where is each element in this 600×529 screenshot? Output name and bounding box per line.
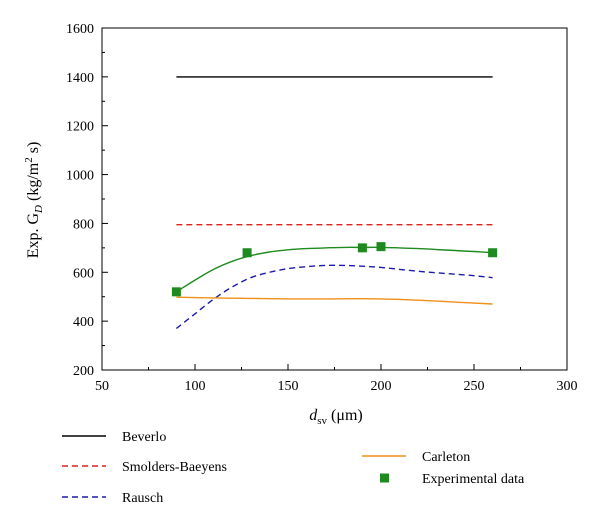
legend-swatch-experimental-data [380,473,389,483]
x-tick-label-200: 200 [371,379,392,394]
legend-label-carleton: Carleton [422,450,470,465]
data-point-experimental-data-4 [488,248,498,258]
series-layer [171,76,498,330]
legend-label-smolders-baeyens: Smolders-Baeyens [122,460,227,475]
data-point-experimental-data-0 [171,287,181,297]
series-line-carleton [176,296,493,305]
y-tick-label-1200: 1200 [66,120,94,135]
x-axis: 50 100 150 200 250 300 [95,364,578,394]
plot-area [101,27,568,371]
legend: Beverlo Smolders-Baeyens Rausch Carleton Exp… [62,430,525,506]
y-tick-label-1600: 1600 [66,22,94,37]
x-tick-label-150: 150 [278,379,299,394]
y-tick-label-800: 800 [73,217,94,232]
x-tick-label-50: 50 [95,379,109,394]
y-axis: 200 400 600 800 1000 1200 1400 1600 [66,22,108,379]
series-line-fit-curve [176,246,493,293]
x-axis-title: dsv (μm) [309,407,362,427]
plot-frame [101,27,568,371]
y-tick-label-400: 400 [73,315,94,330]
y-axis-title: Exp. GD (kg/m2 s) [23,142,45,259]
data-point-experimental-data-3 [376,242,386,252]
legend-label-experimental-data: Experimental data [422,472,525,487]
legend-label-rausch: Rausch [122,491,163,506]
x-tick-label-250: 250 [464,379,485,394]
y-tick-label-1400: 1400 [66,71,94,86]
series-line-rausch [175,264,493,330]
legend-label-beverlo: Beverlo [122,430,166,445]
y-tick-label-200: 200 [73,364,94,379]
y-tick-label-600: 600 [73,266,94,281]
data-point-experimental-data-1 [242,248,252,258]
x-tick-label-300: 300 [557,379,578,394]
y-tick-label-1000: 1000 [66,169,94,184]
x-tick-label-100: 100 [185,379,206,394]
